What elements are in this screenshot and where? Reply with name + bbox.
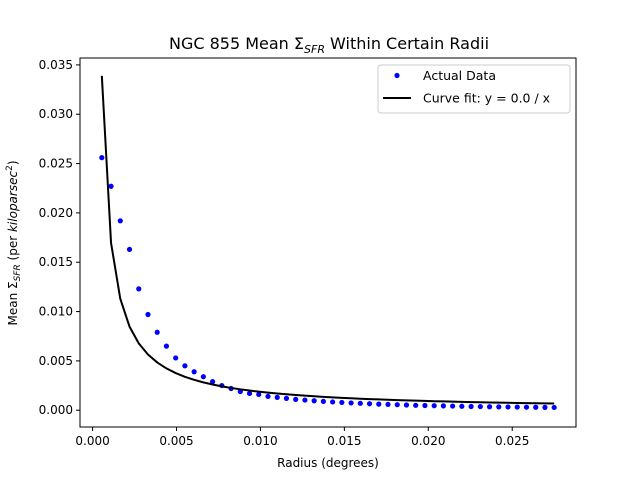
data-point-actual-data [339, 399, 345, 406]
y-tick-label: 0.030 [39, 107, 73, 121]
x-axis-label: Radius (degrees) [277, 456, 379, 470]
data-point-actual-data [385, 401, 391, 408]
x-tick-label: 0.020 [411, 434, 445, 448]
data-point-actual-data [505, 404, 511, 410]
x-tick-label: 0.005 [159, 434, 193, 448]
x-tick-label: 0.015 [327, 434, 361, 448]
data-point-actual-data [523, 404, 530, 410]
series-line-curve-fit [100, 75, 555, 405]
data-point-actual-data [542, 404, 548, 410]
legend-marker-actual-data [394, 72, 400, 79]
data-point-actual-data [274, 394, 280, 400]
legend: Actual Data Curve fit: y = 0.0 / x [377, 64, 571, 114]
data-point-actual-data [182, 363, 188, 369]
data-point-actual-data [357, 400, 363, 406]
data-point-actual-data [256, 391, 262, 398]
data-point-actual-data [459, 403, 465, 409]
x-tick-label: 0.000 [75, 434, 109, 448]
data-point-actual-data [477, 403, 483, 410]
data-point-actual-data [403, 402, 410, 408]
legend-label-curve-fit: Curve fit: y = 0.0 / x [423, 91, 550, 106]
data-point-actual-data [163, 343, 170, 349]
y-tick-label: 0.010 [39, 305, 73, 319]
data-point-actual-data [302, 397, 308, 403]
data-point-actual-data [450, 403, 456, 409]
y-tick-label: 0.000 [39, 403, 73, 417]
data-point-actual-data [486, 404, 493, 410]
data-layer [99, 75, 557, 411]
data-point-actual-data [191, 369, 197, 375]
data-point-actual-data [108, 183, 114, 189]
data-point-actual-data [533, 404, 539, 410]
data-point-actual-data [394, 402, 400, 408]
chart-title: NGC 855 Mean ΣSFR Within Certain Radii [169, 34, 489, 56]
data-point-actual-data [422, 402, 428, 409]
data-point-actual-data [366, 401, 373, 407]
data-point-actual-data [376, 401, 382, 407]
data-point-actual-data [173, 355, 179, 361]
data-point-actual-data [514, 404, 520, 410]
x-tick-label: 0.010 [243, 434, 277, 448]
y-tick-label: 0.015 [39, 255, 73, 269]
legend-box [377, 64, 571, 114]
legend-label-actual-data: Actual Data [423, 68, 496, 83]
data-point-actual-data [320, 398, 326, 404]
data-point-actual-data [265, 393, 271, 400]
y-axis: 0.000 0.005 0.010 0.015 0.020 0.025 0.030 0.035 [39, 58, 80, 417]
data-point-actual-data [413, 402, 419, 408]
data-point-actual-data [348, 400, 354, 406]
y-tick-label: 0.035 [39, 58, 73, 72]
data-point-actual-data [117, 218, 123, 224]
data-point-actual-data [468, 403, 474, 410]
data-point-actual-data [496, 404, 502, 410]
data-point-actual-data [440, 403, 446, 409]
data-point-actual-data [145, 311, 151, 318]
data-point-actual-data [200, 374, 206, 380]
y-tick-label: 0.020 [39, 206, 73, 220]
data-point-actual-data [330, 399, 336, 405]
data-point-actual-data [126, 246, 133, 253]
data-point-actual-data [136, 286, 142, 292]
data-point-actual-data [246, 390, 253, 397]
y-tick-label: 0.025 [39, 157, 73, 171]
data-point-actual-data [154, 329, 160, 335]
data-point-actual-data [311, 398, 317, 404]
y-axis-label: Mean ΣSFR (per kiloparsec2) [5, 160, 23, 325]
x-axis: 0.000 0.005 0.010 0.015 0.020 0.025 [75, 427, 529, 448]
plot-frame [79, 57, 577, 428]
y-tick-label: 0.005 [39, 354, 73, 368]
data-point-actual-data [99, 155, 105, 161]
data-point-actual-data [293, 396, 299, 402]
plot-area [79, 57, 577, 428]
data-point-actual-data [551, 404, 557, 411]
data-point-actual-data [431, 403, 437, 409]
data-point-actual-data [283, 395, 290, 401]
data-point-actual-data [210, 379, 216, 385]
x-tick-label: 0.025 [495, 434, 529, 448]
